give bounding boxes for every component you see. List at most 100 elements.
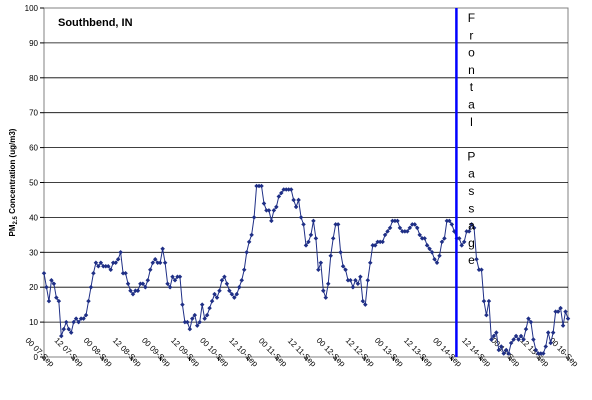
data-point-44	[150, 260, 156, 266]
data-point-15	[78, 316, 84, 321]
data-point-154	[422, 236, 427, 241]
data-point-55	[177, 274, 183, 279]
data-point-124	[348, 277, 353, 283]
data-point-53	[172, 277, 178, 283]
data-point-121	[340, 263, 346, 269]
data-point-99	[286, 187, 291, 192]
data-point-77	[232, 295, 237, 300]
data-point-153	[419, 236, 425, 241]
annotation-letter-3: n	[468, 63, 475, 77]
data-point-181	[489, 337, 494, 342]
data-point-72	[219, 277, 225, 283]
annotation-letter-14: e	[468, 253, 475, 267]
data-point-8	[61, 326, 67, 332]
data-point-110	[313, 236, 319, 241]
data-point-112	[318, 260, 324, 266]
data-point-177	[479, 267, 484, 273]
data-point-185	[498, 344, 504, 349]
data-point-203	[543, 344, 549, 349]
annotation-letter-2: o	[468, 46, 475, 60]
data-point-61	[192, 312, 198, 318]
data-point-58	[185, 319, 190, 325]
y-tick-label-0: 0	[34, 353, 39, 362]
annotation-letter-4: t	[470, 80, 474, 94]
data-point-117	[330, 236, 336, 241]
data-point-80	[239, 277, 245, 283]
data-point-133	[370, 243, 376, 248]
data-point-65	[202, 316, 207, 321]
data-point-205	[548, 340, 553, 346]
data-point-168	[456, 236, 462, 241]
data-point-206	[550, 330, 556, 335]
y-tick-label-70: 70	[29, 109, 38, 118]
data-point-188	[506, 351, 511, 356]
data-point-98	[283, 187, 289, 192]
data-point-178	[481, 298, 487, 304]
chart-title: Southbend, IN	[58, 17, 133, 29]
data-point-101	[291, 197, 296, 203]
data-point-176	[476, 267, 482, 273]
data-point-23	[98, 260, 104, 266]
data-point-90	[264, 208, 269, 213]
y-tick-label-20: 20	[29, 283, 38, 292]
data-point-186	[501, 351, 507, 356]
data-point-10	[66, 326, 71, 332]
data-point-103	[296, 197, 301, 203]
data-point-182	[491, 333, 497, 339]
data-point-123	[345, 277, 351, 283]
data-point-156	[427, 246, 432, 252]
data-point-111	[316, 267, 321, 273]
y-tick-label-80: 80	[29, 74, 38, 83]
data-point-100	[288, 187, 294, 192]
data-point-175	[474, 257, 479, 262]
data-point-81	[241, 267, 247, 273]
data-point-151	[414, 225, 420, 231]
annotation-letter-1: r	[469, 28, 473, 42]
annotation-letter-13: g	[468, 236, 475, 250]
data-point-102	[293, 204, 299, 210]
data-point-132	[367, 260, 373, 266]
data-point-140	[387, 225, 393, 231]
data-point-52	[170, 274, 175, 279]
annotation-letter-11: s	[468, 201, 474, 215]
data-point-31	[118, 250, 123, 255]
annotation-letter-5: a	[468, 98, 475, 112]
data-point-66	[204, 312, 210, 318]
data-point-49	[162, 260, 168, 266]
data-point-211	[563, 309, 568, 314]
data-point-125	[350, 284, 356, 290]
data-point-210	[560, 323, 566, 328]
annotation-letter-8: P	[467, 149, 475, 163]
data-point-204	[545, 330, 551, 335]
data-point-129	[360, 298, 366, 304]
data-point-199	[533, 347, 539, 353]
data-point-104	[298, 215, 304, 220]
data-point-191	[513, 333, 519, 339]
data-point-162	[442, 236, 447, 241]
data-point-197	[528, 319, 534, 325]
data-point-33	[123, 270, 128, 276]
data-point-126	[353, 277, 358, 283]
data-point-131	[365, 277, 371, 283]
data-point-63	[197, 319, 202, 325]
data-point-57	[182, 319, 188, 325]
data-point-50	[165, 281, 170, 286]
data-point-184	[496, 347, 502, 353]
data-point-180	[486, 298, 492, 304]
data-point-122	[343, 267, 348, 273]
data-point-64	[199, 302, 205, 307]
data-point-144	[397, 225, 403, 231]
data-point-202	[541, 351, 546, 356]
data-point-28	[110, 260, 116, 266]
data-point-212	[565, 316, 571, 321]
data-point-60	[190, 316, 195, 321]
data-point-183	[494, 330, 499, 335]
data-point-94	[274, 204, 279, 210]
data-point-201	[538, 351, 544, 356]
data-point-209	[558, 305, 563, 311]
annotation-letter-12: a	[468, 219, 475, 233]
data-point-71	[217, 288, 222, 293]
annotation-letter-0: F	[468, 11, 475, 25]
data-point-165	[449, 222, 455, 227]
